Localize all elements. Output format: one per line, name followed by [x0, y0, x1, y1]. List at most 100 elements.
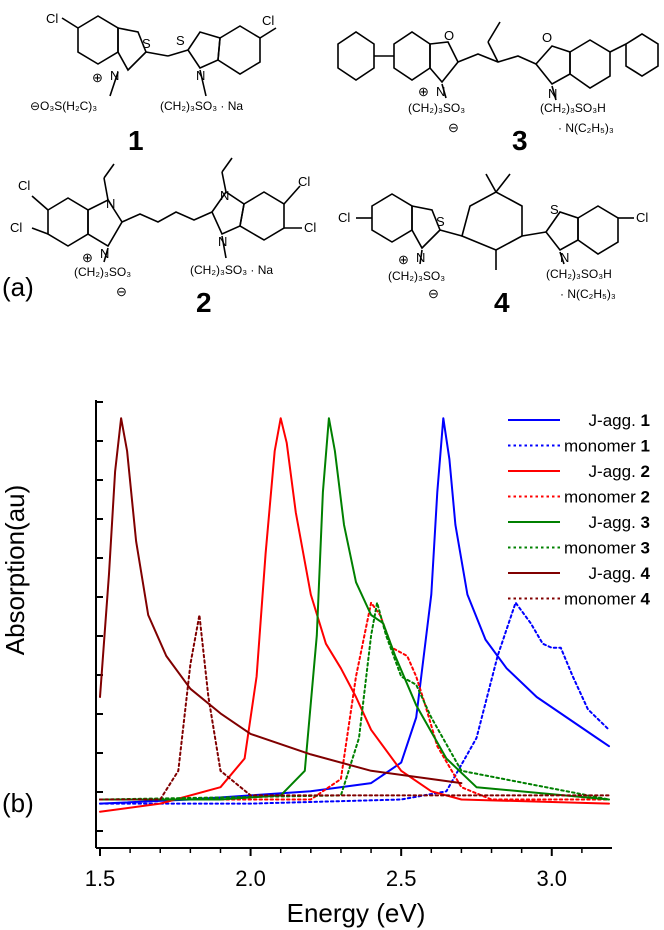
data-point	[431, 594, 432, 595]
chlorine-label: Cl	[18, 178, 30, 193]
positive-charge: ⊕	[398, 252, 409, 267]
positive-charge: ⊕	[92, 70, 103, 85]
sulfur-label: S	[176, 33, 185, 48]
x-tick-label: 2.0	[235, 866, 266, 891]
data-point	[608, 799, 609, 800]
counterion: · N(C₂H₅)₃	[558, 121, 614, 135]
data-point	[401, 795, 402, 796]
structure-3	[337, 21, 659, 101]
negative-charge: ⊖	[448, 120, 459, 135]
data-point	[190, 688, 191, 689]
legend-label: monomer 4	[564, 590, 651, 609]
data-point	[160, 803, 161, 804]
nitrogen-label: N	[218, 234, 227, 249]
data-point	[199, 614, 200, 615]
nitrogen-label: N	[416, 250, 425, 265]
panel-label-a: (a)	[2, 272, 34, 302]
benzene-ring	[47, 197, 89, 247]
chlorine-label: Cl	[338, 210, 350, 225]
nitrogen-label: N	[548, 86, 557, 101]
data-point	[608, 795, 609, 796]
x-tick-label: 3.0	[536, 866, 567, 891]
thiazole-ring	[117, 27, 147, 72]
benzene-ring	[371, 193, 413, 243]
series-line	[99, 417, 463, 785]
negative-charge: ⊖	[428, 286, 439, 301]
data-point	[485, 639, 486, 640]
structure-panel	[31, 15, 659, 270]
thiazole-ring	[545, 211, 579, 252]
series-j-agg-1	[99, 417, 610, 805]
nitrogen-label: N	[220, 188, 229, 203]
data-point	[310, 594, 311, 595]
data-point	[371, 602, 372, 603]
nitrogen-label: N	[436, 84, 445, 99]
chlorine-label: Cl	[304, 220, 316, 235]
data-point	[220, 787, 221, 788]
chlorine-label: Cl	[46, 11, 58, 26]
data-point	[340, 778, 341, 779]
data-point	[99, 803, 100, 804]
x-tick-label: 1.5	[85, 866, 116, 891]
structure-2	[31, 157, 302, 263]
chlorine-label: Cl	[10, 220, 22, 235]
sulfonate-chain: (CH₂)₃SO₃H	[546, 267, 612, 281]
y-ticks	[96, 401, 103, 832]
data-point	[371, 729, 372, 730]
chlorine-label: Cl	[298, 174, 310, 189]
data-point	[608, 746, 609, 747]
data-point	[316, 635, 317, 636]
phenyl-ring	[625, 33, 659, 77]
nitrogen-label: N	[560, 250, 569, 265]
data-point	[587, 709, 588, 710]
x-tick-labels: 1.5 2.0 2.5 3.0	[85, 866, 567, 891]
data-point	[250, 803, 251, 804]
data-point	[467, 594, 468, 595]
data-point	[461, 787, 462, 788]
chlorine-label: Cl	[262, 13, 274, 28]
series-line	[99, 601, 610, 801]
data-point	[401, 676, 402, 677]
compound-number: 3	[512, 125, 528, 156]
series-line	[99, 614, 610, 801]
data-point	[437, 491, 438, 492]
data-point	[431, 778, 432, 779]
data-point	[560, 647, 561, 648]
series-j-agg-3	[99, 417, 610, 801]
legend-label: J-agg. 4	[589, 564, 651, 583]
benzene-ring	[393, 31, 431, 81]
data-point	[461, 783, 462, 784]
x-tick-label: 2.5	[386, 866, 417, 891]
x-axis-title: Energy (eV)	[287, 898, 426, 928]
positive-charge: ⊕	[82, 250, 93, 265]
data-point	[431, 791, 432, 792]
nitrogen-label: N	[100, 246, 109, 261]
series-j-agg-2	[99, 417, 610, 813]
data-point	[121, 418, 122, 419]
x-ticks	[99, 848, 583, 856]
data-point	[461, 770, 462, 771]
data-point	[542, 643, 543, 644]
data-point	[340, 668, 341, 669]
data-point	[328, 418, 329, 419]
sulfur-label: S	[142, 36, 151, 51]
legend-label: monomer 3	[564, 539, 650, 558]
data-point	[166, 655, 167, 656]
data-point	[497, 655, 498, 656]
data-point	[355, 582, 356, 583]
phenyl-ring	[337, 31, 375, 81]
structure-labels: Cl Cl S S N N ⊕ ⊖O₃S(H₂C)₃ (CH₂)₃SO₃ · N…	[10, 11, 648, 318]
data-point	[461, 799, 462, 800]
sulfonate-chain: ⊖O₃S(H₂C)₃	[30, 99, 97, 113]
sulfur-label: S	[436, 214, 445, 229]
sulfonate-chain: (CH₂)₃SO₃	[408, 101, 465, 115]
benzene-ring	[577, 205, 619, 255]
data-point	[220, 799, 221, 800]
legend: J-agg. 1 monomer 1 J-agg. 2 monomer 2 J-agg.…	[508, 411, 651, 609]
data-point	[322, 491, 323, 492]
data-point	[343, 524, 344, 525]
data-point	[108, 573, 109, 574]
series-line	[99, 417, 610, 813]
data-point	[416, 705, 417, 706]
